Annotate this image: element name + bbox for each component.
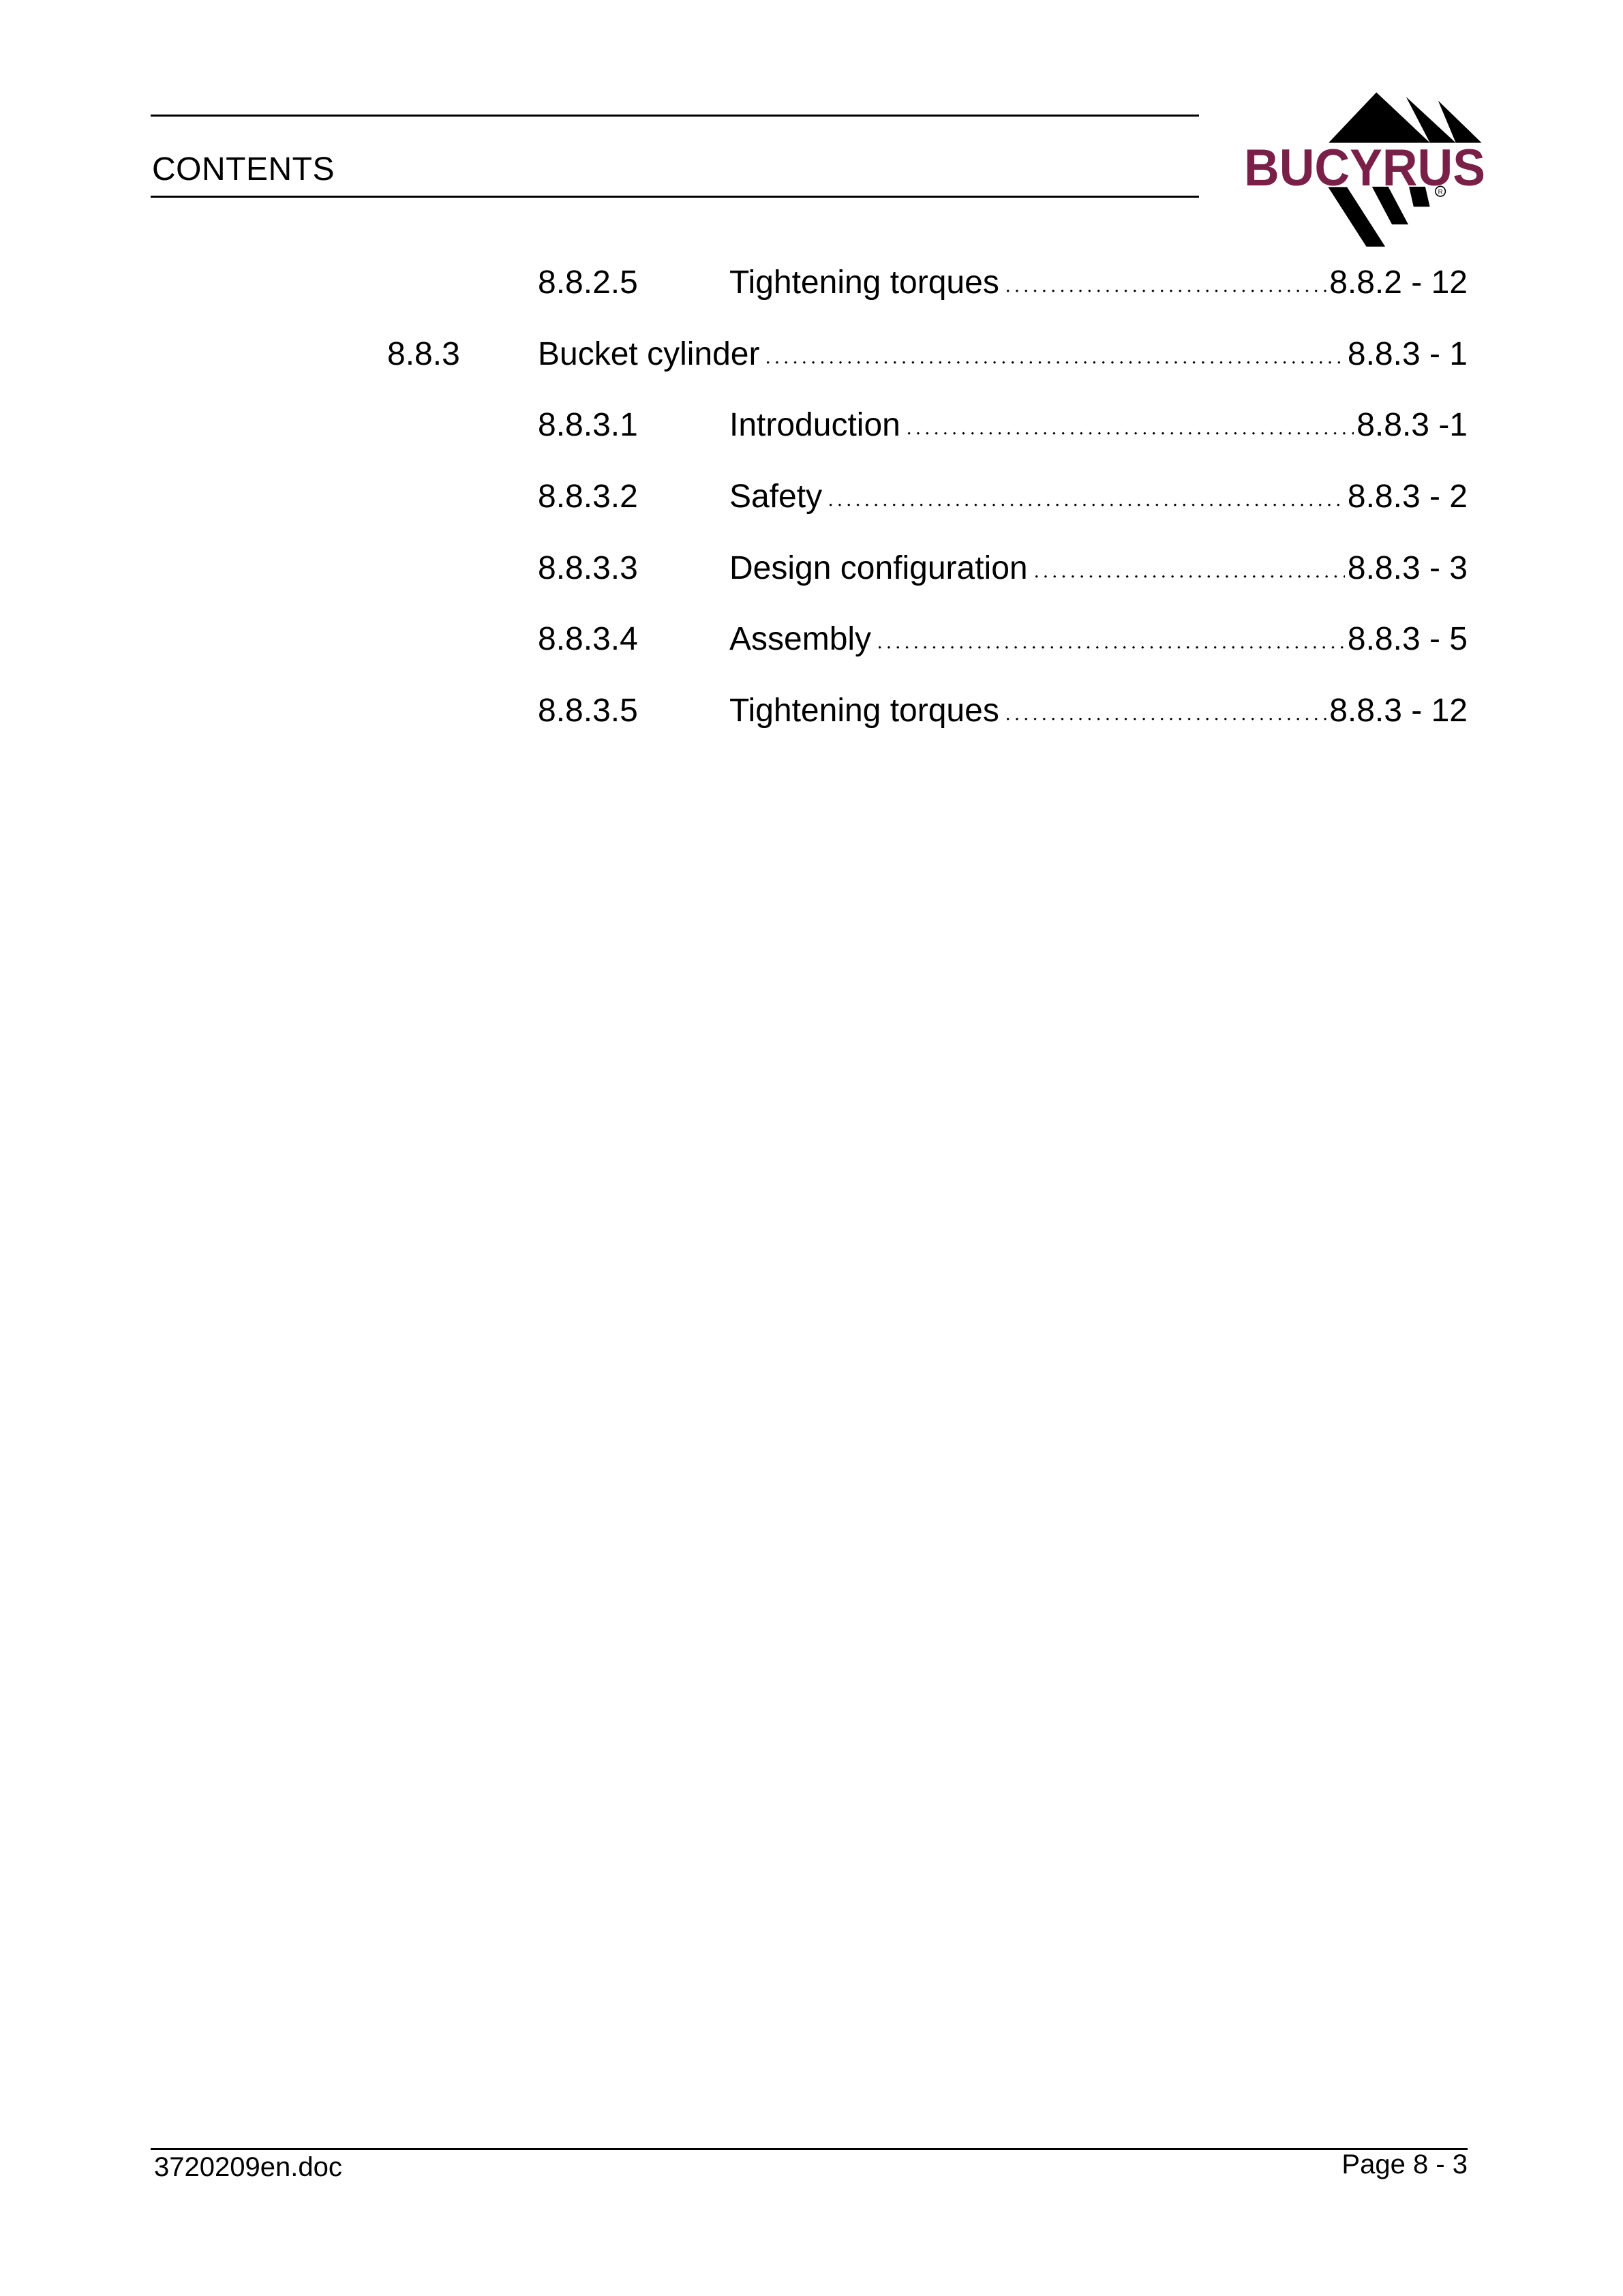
- svg-text:BUCYRUS: BUCYRUS: [1244, 139, 1485, 197]
- svg-text:R: R: [1438, 188, 1443, 196]
